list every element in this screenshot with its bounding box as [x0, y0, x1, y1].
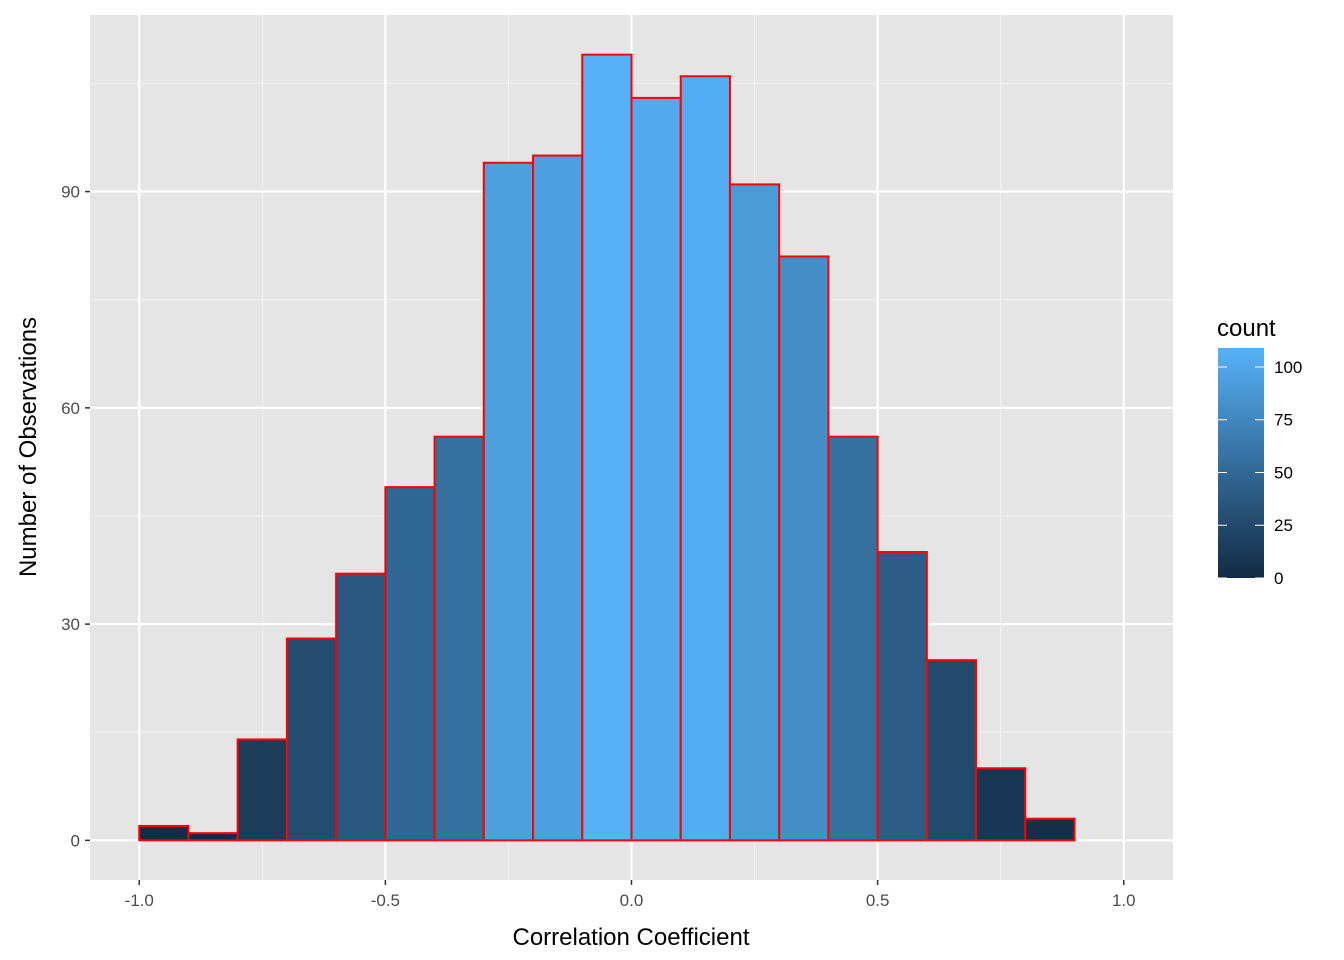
histogram-bar-9 — [532, 154, 584, 842]
y-axis-ticks: 0 30 60 90 — [61, 183, 90, 850]
x-tick-label: -0.5 — [371, 891, 400, 910]
histogram-bar-10 — [581, 53, 633, 842]
histogram-bar-16 — [876, 551, 928, 842]
histogram-bar-17 — [925, 659, 978, 842]
histogram-bar-18 — [975, 767, 1027, 842]
histogram-bar-3 — [236, 738, 288, 842]
histogram-bar-13 — [728, 183, 781, 842]
y-tick-label: 60 — [61, 399, 80, 418]
legend-tick-label: 50 — [1274, 463, 1293, 482]
x-tick-label: 0.0 — [620, 891, 644, 910]
histogram-bar-12 — [679, 75, 731, 842]
legend-tick-label: 100 — [1274, 358, 1302, 377]
color-legend: count 0 25 50 75 100 — [1217, 315, 1302, 588]
histogram-bar-5 — [335, 572, 387, 842]
histogram-bar-14 — [778, 255, 830, 842]
x-tick-label: 0.5 — [866, 891, 890, 910]
x-tick-label: 1.0 — [1112, 891, 1136, 910]
histogram-bar-11 — [630, 96, 682, 842]
y-axis-title: Number of Observations — [15, 317, 42, 577]
histogram-bar-19 — [1024, 817, 1076, 842]
x-axis-ticks: -1.0 -0.5 0.0 0.5 1.0 — [125, 880, 1136, 910]
y-tick-label: 30 — [61, 615, 80, 634]
histogram-bar-7 — [433, 435, 485, 842]
legend-ticks: 0 25 50 75 100 — [1218, 358, 1302, 588]
legend-title: count — [1217, 315, 1276, 342]
histogram-bar-4 — [285, 637, 338, 842]
histogram-bar-8 — [482, 161, 535, 842]
legend-tick-label: 0 — [1274, 569, 1283, 588]
x-tick-label: -1.0 — [125, 891, 154, 910]
legend-tick-label: 75 — [1274, 411, 1293, 430]
y-tick-label: 90 — [61, 183, 80, 202]
x-axis-title: Correlation Coefficient — [512, 924, 749, 951]
histogram-bars — [138, 53, 1076, 842]
legend-tick-label: 25 — [1274, 516, 1293, 535]
histogram-bar-1 — [138, 824, 190, 842]
histogram-bar-6 — [384, 486, 436, 842]
y-tick-label: 0 — [71, 831, 80, 850]
histogram-bar-15 — [827, 435, 879, 842]
legend-colorbar — [1218, 348, 1264, 578]
histogram-bar-2 — [187, 832, 239, 842]
